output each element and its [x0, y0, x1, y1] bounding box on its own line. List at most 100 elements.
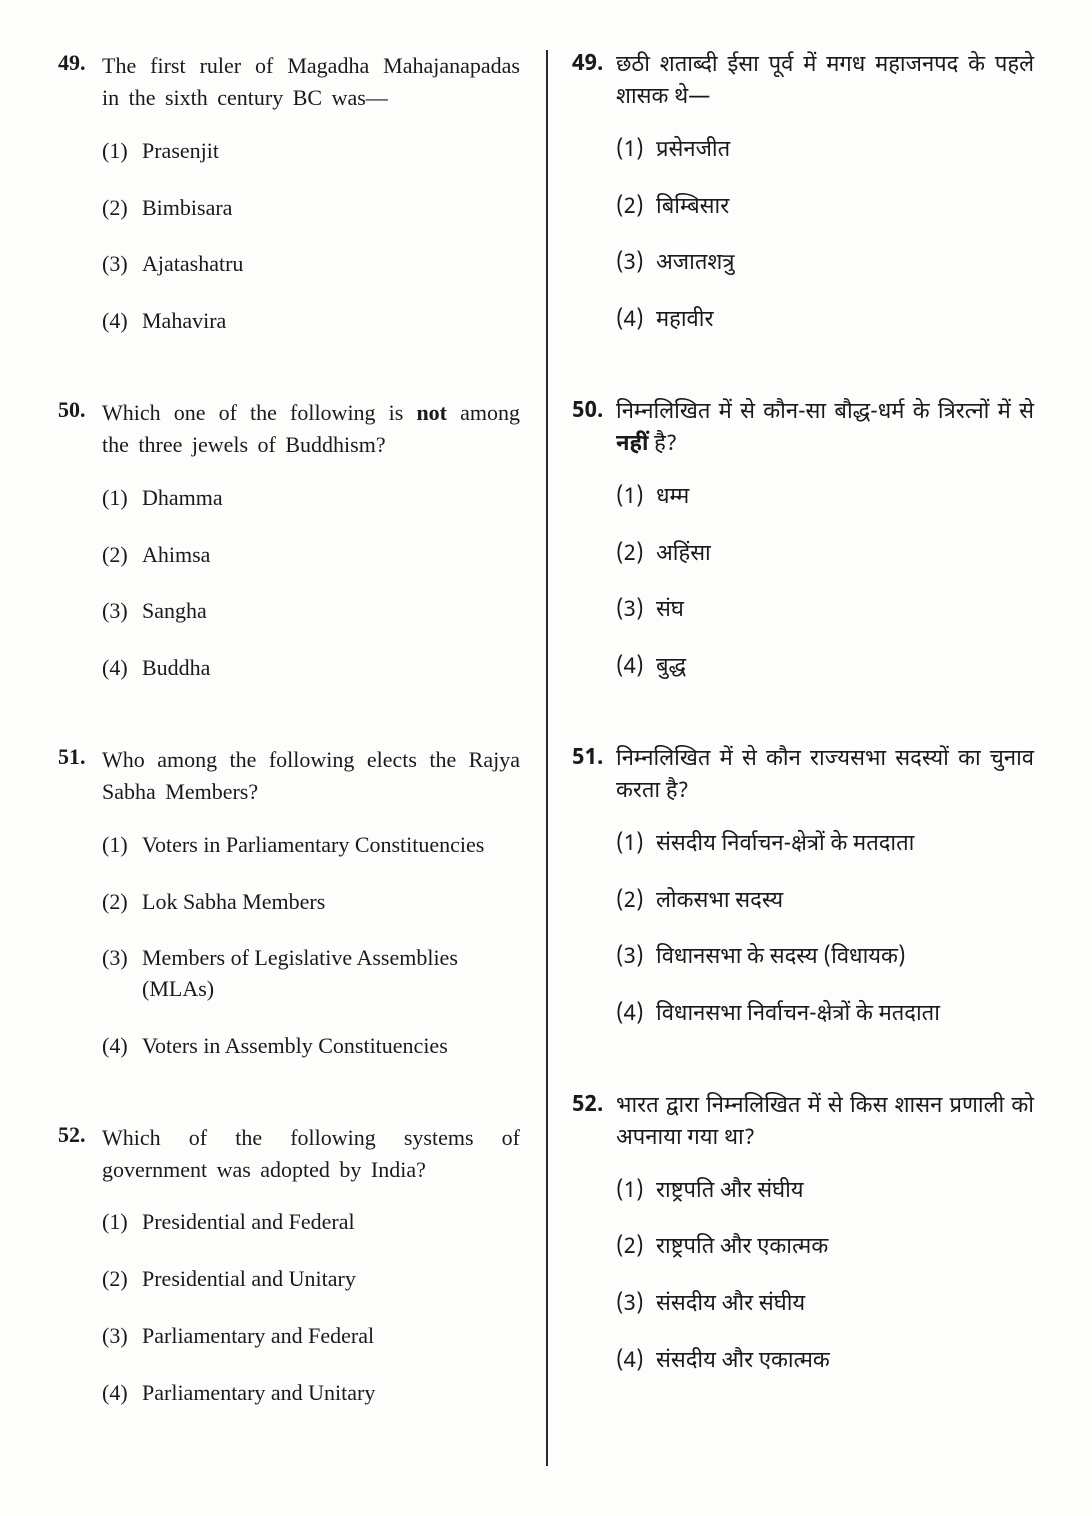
option[interactable]: (4)बुद्ध: [616, 653, 1034, 684]
option[interactable]: (3)संघ: [616, 596, 1034, 627]
option-number: (4): [616, 1000, 656, 1031]
question-number: 51.: [58, 744, 102, 770]
option-number: (4): [102, 653, 142, 684]
question-52-hi: 52. भारत द्वारा निम्नलिखित में से किस शा…: [572, 1091, 1034, 1378]
option[interactable]: (4)Parliamentary and Unitary: [102, 1378, 520, 1409]
option-text: अजातशत्रु: [656, 249, 1034, 280]
option-number: (2): [102, 887, 142, 918]
option[interactable]: (3)Ajatashatru: [102, 249, 520, 280]
option-number: (1): [102, 483, 142, 514]
option[interactable]: (4)Voters in Assembly Constituencies: [102, 1031, 520, 1062]
option-text: राष्ट्रपति और एकात्मक: [656, 1233, 1034, 1264]
question-text: छठी शताब्दी ईसा पूर्व में मगध महाजनपद के…: [616, 50, 1034, 114]
option-number: (1): [102, 1207, 142, 1238]
option[interactable]: (3)Sangha: [102, 596, 520, 627]
option-number: (2): [616, 1233, 656, 1264]
option[interactable]: (2)Bimbisara: [102, 193, 520, 224]
option-text: विधानसभा के सदस्य (विधायक): [656, 943, 1034, 974]
option[interactable]: (2)लोकसभा सदस्य: [616, 887, 1034, 918]
question-number: 52.: [58, 1122, 102, 1148]
option[interactable]: (3)अजातशत्रु: [616, 249, 1034, 280]
option-number: (3): [102, 943, 142, 974]
option-text: Presidential and Federal: [142, 1207, 520, 1238]
question-header: 51. निम्नलिखित में से कौन राज्यसभा सदस्य…: [572, 744, 1034, 808]
question-text-pre: Which one of the following is: [102, 400, 416, 425]
option-text: Prasenjit: [142, 136, 520, 167]
option-number: (1): [616, 483, 656, 514]
option[interactable]: (4)Buddha: [102, 653, 520, 684]
option[interactable]: (2)Ahimsa: [102, 540, 520, 571]
option-text: Ahimsa: [142, 540, 520, 571]
question-49-en: 49. The first ruler of Magadha Mahajanap…: [58, 50, 520, 337]
option-text: राष्ट्रपति और संघीय: [656, 1177, 1034, 1208]
option-number: (3): [616, 596, 656, 627]
option[interactable]: (2)अहिंसा: [616, 540, 1034, 571]
question-text-bold: नहीं: [616, 430, 648, 459]
option-text: लोकसभा सदस्य: [656, 887, 1034, 918]
question-text: Which one of the following is not among …: [102, 397, 520, 461]
option[interactable]: (4)संसदीय और एकात्मक: [616, 1347, 1034, 1378]
option-number: (4): [102, 1378, 142, 1409]
option-number: (1): [102, 830, 142, 861]
question-50-en: 50. Which one of the following is not am…: [58, 397, 520, 684]
option[interactable]: (1)धम्म: [616, 483, 1034, 514]
option-text: Voters in Assembly Constituencies: [142, 1031, 520, 1062]
option-text: Lok Sabha Members: [142, 887, 520, 918]
question-text: Which of the following systems of govern…: [102, 1122, 520, 1186]
option-number: (1): [616, 1177, 656, 1208]
option[interactable]: (1)Voters in Parliamentary Constituencie…: [102, 830, 520, 861]
question-51-en: 51. Who among the following elects the R…: [58, 744, 520, 1062]
option[interactable]: (1)संसदीय निर्वाचन-क्षेत्रों के मतदाता: [616, 830, 1034, 861]
option[interactable]: (1)प्रसेनजीत: [616, 136, 1034, 167]
question-text: Who among the following elects the Rajya…: [102, 744, 520, 808]
question-text: निम्नलिखित में से कौन राज्यसभा सदस्यों क…: [616, 744, 1034, 808]
option-text: बुद्ध: [656, 653, 1034, 684]
option-text: अहिंसा: [656, 540, 1034, 571]
option-number: (3): [616, 1290, 656, 1321]
option[interactable]: (1)Dhamma: [102, 483, 520, 514]
option-text: संसदीय निर्वाचन-क्षेत्रों के मतदाता: [656, 830, 1034, 861]
option-text: संसदीय और संघीय: [656, 1290, 1034, 1321]
option[interactable]: (2)राष्ट्रपति और एकात्मक: [616, 1233, 1034, 1264]
option-text: संसदीय और एकात्मक: [656, 1347, 1034, 1378]
english-column: 49. The first ruler of Magadha Mahajanap…: [40, 50, 546, 1466]
option-number: (2): [102, 193, 142, 224]
column-divider: [546, 50, 548, 1466]
option[interactable]: (2)बिम्बिसार: [616, 193, 1034, 224]
option-text: संघ: [656, 596, 1034, 627]
question-number: 50.: [572, 397, 616, 426]
option[interactable]: (4)Mahavira: [102, 306, 520, 337]
option-text: धम्म: [656, 483, 1034, 514]
option[interactable]: (2)Presidential and Unitary: [102, 1264, 520, 1295]
option[interactable]: (2)Lok Sabha Members: [102, 887, 520, 918]
question-text-post: है?: [648, 430, 677, 459]
option[interactable]: (3)Members of Legislative Assemblies (ML…: [102, 943, 520, 1005]
option-number: (3): [616, 249, 656, 280]
option[interactable]: (4)विधानसभा निर्वाचन-क्षेत्रों के मतदाता: [616, 1000, 1034, 1031]
option-number: (4): [102, 1031, 142, 1062]
option[interactable]: (4)महावीर: [616, 306, 1034, 337]
question-text: भारत द्वारा निम्नलिखित में से किस शासन प…: [616, 1091, 1034, 1155]
question-header: 51. Who among the following elects the R…: [58, 744, 520, 808]
option[interactable]: (1)Presidential and Federal: [102, 1207, 520, 1238]
option[interactable]: (3)विधानसभा के सदस्य (विधायक): [616, 943, 1034, 974]
option-text: Parliamentary and Federal: [142, 1321, 520, 1352]
option-text: Voters in Parliamentary Constituencies: [142, 830, 520, 861]
option-number: (3): [616, 943, 656, 974]
option[interactable]: (1)Prasenjit: [102, 136, 520, 167]
question-text: निम्नलिखित में से कौन-सा बौद्ध-धर्म के त…: [616, 397, 1034, 461]
question-51-hi: 51. निम्नलिखित में से कौन राज्यसभा सदस्य…: [572, 744, 1034, 1031]
question-header: 50. निम्नलिखित में से कौन-सा बौद्ध-धर्म …: [572, 397, 1034, 461]
question-number: 51.: [572, 744, 616, 773]
option-text: प्रसेनजीत: [656, 136, 1034, 167]
option[interactable]: (3)Parliamentary and Federal: [102, 1321, 520, 1352]
option-number: (4): [616, 653, 656, 684]
option[interactable]: (3)संसदीय और संघीय: [616, 1290, 1034, 1321]
option[interactable]: (1)राष्ट्रपति और संघीय: [616, 1177, 1034, 1208]
question-52-en: 52. Which of the following systems of go…: [58, 1122, 520, 1409]
option-number: (1): [102, 136, 142, 167]
option-text: Sangha: [142, 596, 520, 627]
question-number: 49.: [58, 50, 102, 76]
option-number: (3): [102, 596, 142, 627]
option-number: (2): [616, 193, 656, 224]
